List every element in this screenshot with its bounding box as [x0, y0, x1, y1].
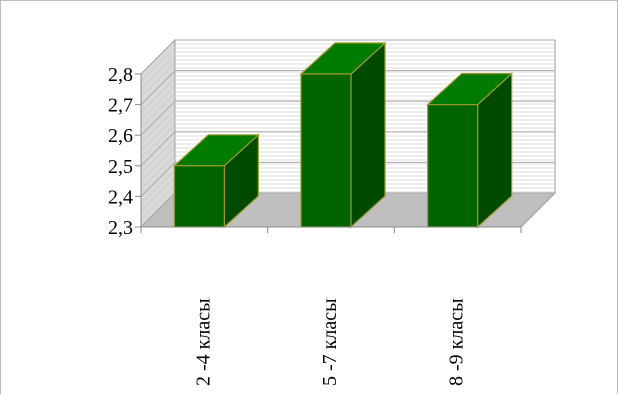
- side-texture-line: [140, 139, 176, 174]
- y-tick-label: 2,8: [108, 64, 133, 86]
- gridline: [140, 100, 555, 136]
- side-texture-line: [140, 123, 176, 159]
- side-texture-line: [140, 78, 176, 113]
- side-texture-line: [140, 47, 176, 82]
- bar-3: [426, 72, 514, 229]
- bar-side: [350, 41, 386, 229]
- side-texture-line: [140, 93, 176, 128]
- side-texture-line: [140, 55, 176, 90]
- gridline: [140, 70, 555, 105]
- y-tick-label: 2,3: [108, 217, 133, 239]
- bar-2: [299, 41, 387, 229]
- bar-1: [172, 133, 260, 229]
- y-axis: 2,3 2,4 2,5 2,6 2,7 2,8: [108, 64, 142, 239]
- bars: [172, 41, 514, 229]
- side-texture-line: [140, 85, 176, 121]
- y-tick-label: 2,4: [108, 186, 133, 208]
- gridline: [140, 39, 555, 75]
- y-tick-label: 2,7: [108, 95, 133, 117]
- side-texture-line: [140, 146, 176, 182]
- bar-front: [427, 103, 479, 228]
- bar-front: [300, 73, 352, 228]
- side-texture-line: [140, 185, 176, 220]
- side-texture-line: [140, 154, 176, 189]
- side-texture-line: [140, 62, 176, 98]
- category-label: 8 -9 класы: [446, 298, 468, 386]
- side-texture-line: [140, 116, 176, 151]
- y-tick-label: 2,6: [108, 125, 133, 147]
- category-label: 5 -7 класы: [319, 298, 341, 386]
- y-tick-label: 2,5: [108, 156, 133, 178]
- side-texture-line: [140, 108, 176, 144]
- side-texture-line: [140, 177, 176, 212]
- x-axis: 2 -4 класы 5 -7 класы 8 -9 класы: [140, 226, 522, 386]
- bar-front: [173, 165, 225, 228]
- side-texture-line: [140, 169, 176, 205]
- category-label: 2 -4 класы: [192, 298, 214, 386]
